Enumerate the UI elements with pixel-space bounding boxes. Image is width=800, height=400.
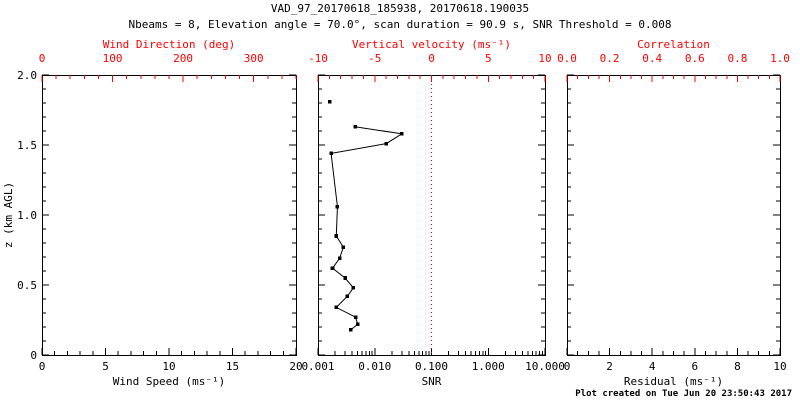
snr-profile-point bbox=[329, 151, 333, 156]
svg-text:Correlation: Correlation bbox=[637, 38, 710, 51]
svg-text:0.4: 0.4 bbox=[642, 52, 662, 65]
snr-profile-point bbox=[343, 276, 347, 280]
svg-text:10: 10 bbox=[773, 360, 786, 373]
svg-text:0: 0 bbox=[39, 360, 46, 373]
svg-text:20: 20 bbox=[289, 360, 302, 373]
svg-text:Residual (ms⁻¹): Residual (ms⁻¹) bbox=[624, 375, 723, 388]
snr-profile-point bbox=[384, 141, 389, 146]
svg-text:1.000: 1.000 bbox=[472, 360, 505, 373]
svg-text:5: 5 bbox=[102, 360, 109, 373]
snr-profile-point bbox=[335, 204, 340, 209]
svg-text:0: 0 bbox=[30, 349, 37, 362]
svg-text:2.0: 2.0 bbox=[17, 69, 37, 82]
svg-text:10: 10 bbox=[538, 52, 551, 65]
svg-text:2: 2 bbox=[606, 360, 613, 373]
svg-text:10.000: 10.000 bbox=[525, 360, 565, 373]
svg-text:15: 15 bbox=[226, 360, 239, 373]
plot-title: VAD_97_20170618_185938, 20170618.190035 bbox=[270, 2, 530, 15]
svg-text:0.2: 0.2 bbox=[600, 52, 620, 65]
svg-text:5: 5 bbox=[485, 52, 492, 65]
svg-text:0: 0 bbox=[428, 52, 435, 65]
panel-snr: 0.001 0.010 0.100 1.000 10.000 SNR -10 -5 0 5 10 Ve… bbox=[301, 38, 564, 388]
snr-profile-point bbox=[353, 125, 357, 129]
svg-text:Vertical velocity (ms⁻¹): Vertical velocity (ms⁻¹) bbox=[352, 38, 511, 51]
snr-profile-point bbox=[341, 245, 346, 249]
plot-subtitle: Nbeams = 8, Elevation angle = 70.0°, sca… bbox=[128, 18, 672, 31]
svg-text:8: 8 bbox=[734, 360, 741, 373]
svg-text:SNR: SNR bbox=[422, 375, 442, 388]
snr-profile-point bbox=[355, 322, 360, 326]
svg-text:1.0: 1.0 bbox=[17, 209, 37, 222]
snr-profile-point bbox=[351, 286, 356, 290]
svg-text:300: 300 bbox=[244, 52, 264, 65]
svg-text:0.100: 0.100 bbox=[415, 360, 448, 373]
svg-text:0: 0 bbox=[39, 52, 46, 65]
svg-text:-10: -10 bbox=[308, 52, 328, 65]
svg-text:Wind Direction (deg): Wind Direction (deg) bbox=[103, 38, 235, 51]
panel-wind-speed: 0 5 10 15 20 Wind Speed (ms⁻¹) 0 100 200 300 Wind … bbox=[17, 38, 303, 388]
snr-profile-point bbox=[334, 305, 339, 310]
svg-text:1.5: 1.5 bbox=[17, 139, 37, 152]
snr-profile-point bbox=[345, 294, 350, 298]
snr-profile-point bbox=[330, 266, 335, 270]
y-axis-title: z (km AGL) bbox=[2, 182, 15, 248]
snr-profile-point bbox=[353, 315, 358, 319]
snr-profile-point bbox=[334, 234, 339, 238]
panel-residual: 0 2 4 6 8 10 Residual (ms⁻¹) 0.0 0.2 0.4 0.6 0.8 1.0… bbox=[557, 38, 790, 388]
svg-text:0.6: 0.6 bbox=[685, 52, 705, 65]
svg-text:6: 6 bbox=[691, 360, 698, 373]
plot-created-timestamp: Plot created on Tue Jun 20 23:50:43 2017 bbox=[575, 389, 792, 399]
snr-profile-point bbox=[337, 256, 342, 261]
snr-profile-line bbox=[330, 126, 404, 331]
snr-profile-point bbox=[400, 132, 404, 136]
panel-frame bbox=[567, 75, 781, 356]
svg-text:200: 200 bbox=[173, 52, 193, 65]
svg-text:0.010: 0.010 bbox=[358, 360, 391, 373]
svg-text:0.5: 0.5 bbox=[17, 279, 37, 292]
svg-text:1.0: 1.0 bbox=[770, 52, 790, 65]
svg-text:-5: -5 bbox=[368, 52, 381, 65]
svg-text:z (km AGL): z (km AGL) bbox=[2, 182, 15, 248]
svg-text:0.0: 0.0 bbox=[557, 52, 577, 65]
svg-text:0: 0 bbox=[564, 360, 571, 373]
panel-frame bbox=[318, 75, 546, 356]
svg-text:4: 4 bbox=[649, 360, 656, 373]
svg-text:Wind Speed (ms⁻¹): Wind Speed (ms⁻¹) bbox=[113, 375, 226, 388]
svg-text:100: 100 bbox=[103, 52, 123, 65]
svg-text:0.8: 0.8 bbox=[727, 52, 747, 65]
svg-text:10: 10 bbox=[162, 360, 175, 373]
svg-text:0.001: 0.001 bbox=[301, 360, 334, 373]
snr-profile-point bbox=[349, 328, 353, 332]
panel-frame bbox=[42, 75, 297, 356]
snr-profile-top-point bbox=[327, 99, 332, 104]
